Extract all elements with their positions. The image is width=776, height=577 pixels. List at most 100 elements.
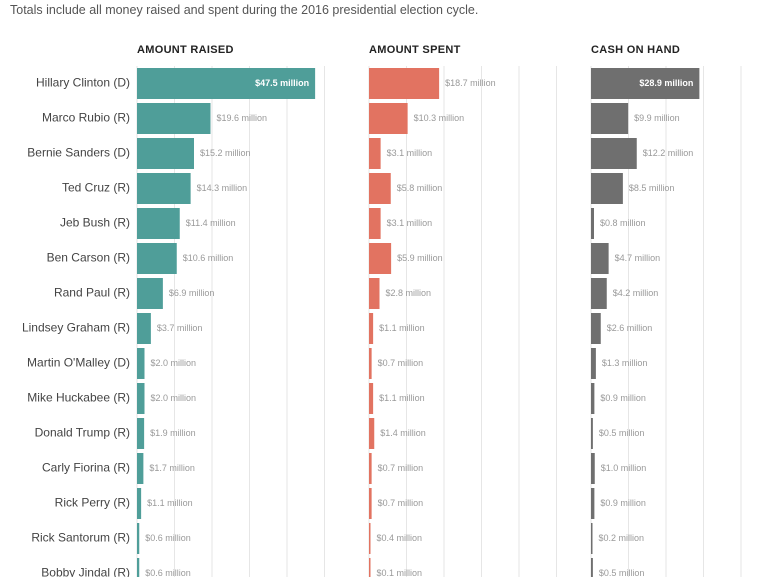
- value-label-amount-raised: $1.7 million: [149, 463, 195, 473]
- header-cash-on-hand: CASH ON HAND: [591, 44, 681, 56]
- value-label-amount-raised: $3.7 million: [157, 323, 203, 333]
- value-label-amount-spent: $18.7 million: [445, 78, 496, 88]
- candidate-label: Rand Paul (R): [54, 286, 130, 300]
- bar-amount-spent: [369, 523, 371, 554]
- bar-cash-on-hand: [591, 173, 623, 204]
- candidate-label: Jeb Bush (R): [60, 216, 130, 230]
- value-label-amount-spent: $10.3 million: [414, 113, 465, 123]
- bar-cash-on-hand: [591, 488, 595, 519]
- value-label-cash-on-hand: $0.5 million: [599, 568, 645, 577]
- value-label-cash-on-hand: $1.3 million: [602, 358, 648, 368]
- bar-amount-raised: [137, 348, 145, 379]
- value-label-amount-spent: $3.1 million: [387, 148, 433, 158]
- value-label-amount-raised: $2.0 million: [151, 393, 197, 403]
- value-label-amount-raised: $1.1 million: [147, 498, 193, 508]
- bar-amount-spent: [369, 313, 374, 344]
- bar-cash-on-hand: [591, 68, 700, 99]
- value-label-amount-spent: $1.1 million: [379, 323, 425, 333]
- value-label-amount-raised: $15.2 million: [200, 148, 251, 158]
- chart-subtitle: Totals include all money raised and spen…: [10, 3, 479, 17]
- value-label-amount-spent: $5.8 million: [397, 183, 443, 193]
- bar-amount-spent: [369, 243, 392, 274]
- bar-amount-spent: [369, 383, 374, 414]
- bar-amount-spent: [369, 278, 380, 309]
- value-label-amount-spent: $0.7 million: [378, 498, 424, 508]
- value-label-cash-on-hand: $0.9 million: [600, 498, 646, 508]
- bar-amount-raised: [137, 173, 191, 204]
- value-label-amount-raised: $1.9 million: [150, 428, 196, 438]
- bar-amount-spent: [369, 418, 375, 449]
- candidate-label: Rick Perry (R): [55, 496, 130, 510]
- value-label-amount-raised: $19.6 million: [217, 113, 268, 123]
- bar-amount-spent: [369, 488, 372, 519]
- bar-cash-on-hand: [591, 278, 607, 309]
- bar-cash-on-hand: [591, 383, 595, 414]
- value-label-amount-spent: $0.1 million: [377, 568, 423, 577]
- candidate-label: Donald Trump (R): [35, 426, 130, 440]
- candidate-label: Rick Santorum (R): [31, 531, 130, 545]
- candidate-label: Bernie Sanders (D): [27, 146, 130, 160]
- value-label-amount-spent: $1.4 million: [380, 428, 426, 438]
- value-label-amount-spent: $1.1 million: [379, 393, 425, 403]
- value-label-amount-raised: $6.9 million: [169, 288, 215, 298]
- bar-amount-spent: [369, 138, 381, 169]
- value-label-cash-on-hand: $4.2 million: [613, 288, 659, 298]
- bar-amount-raised: [137, 523, 140, 554]
- bar-cash-on-hand: [591, 523, 593, 554]
- value-label-amount-raised: $14.3 million: [197, 183, 248, 193]
- value-label-cash-on-hand: $0.5 million: [599, 428, 645, 438]
- bar-cash-on-hand: [591, 558, 593, 577]
- value-label-cash-on-hand: $8.5 million: [629, 183, 675, 193]
- value-label-amount-spent: $3.1 million: [387, 218, 433, 228]
- bar-amount-raised: [137, 68, 316, 99]
- bar-amount-spent: [369, 173, 391, 204]
- value-label-amount-raised: $0.6 million: [145, 533, 191, 543]
- value-label-amount-spent: $0.7 million: [378, 358, 424, 368]
- bar-amount-raised: [137, 313, 151, 344]
- bar-amount-spent: [369, 453, 372, 484]
- value-label-amount-spent: $2.8 million: [386, 288, 432, 298]
- bar-cash-on-hand: [591, 138, 637, 169]
- value-label-cash-on-hand: $2.6 million: [607, 323, 653, 333]
- bar-amount-spent: [369, 558, 371, 577]
- value-label-amount-raised: $47.5 million: [255, 78, 309, 88]
- value-label-amount-spent: $0.7 million: [378, 463, 424, 473]
- bar-amount-spent: [369, 68, 440, 99]
- candidate-label: Ted Cruz (R): [62, 181, 130, 195]
- bar-amount-raised: [137, 138, 194, 169]
- value-label-amount-spent: $0.4 million: [377, 533, 423, 543]
- value-label-amount-spent: $5.9 million: [397, 253, 443, 263]
- candidate-label: Martin O'Malley (D): [27, 356, 130, 370]
- value-label-amount-raised: $2.0 million: [151, 358, 197, 368]
- bar-amount-raised: [137, 103, 211, 134]
- bar-amount-raised: [137, 383, 145, 414]
- bar-amount-spent: [369, 103, 408, 134]
- bar-amount-raised: [137, 208, 180, 239]
- bar-amount-raised: [137, 558, 140, 577]
- candidate-label: Marco Rubio (R): [42, 111, 130, 125]
- candidate-label: Carly Fiorina (R): [42, 461, 130, 475]
- bar-cash-on-hand: [591, 348, 596, 379]
- candidate-label: Bobby Jindal (R): [41, 566, 130, 577]
- bar-amount-raised: [137, 243, 177, 274]
- candidate-label: Lindsey Graham (R): [22, 321, 130, 335]
- value-label-cash-on-hand: $9.9 million: [634, 113, 680, 123]
- value-label-cash-on-hand: $4.7 million: [615, 253, 661, 263]
- bar-amount-raised: [137, 488, 142, 519]
- bar-amount-raised: [137, 278, 163, 309]
- header-amount-spent: AMOUNT SPENT: [369, 44, 461, 56]
- value-label-cash-on-hand: $0.2 million: [599, 533, 645, 543]
- bar-amount-raised: [137, 418, 145, 449]
- candidate-label: Mike Huckabee (R): [27, 391, 130, 405]
- value-label-cash-on-hand: $1.0 million: [601, 463, 647, 473]
- bar-cash-on-hand: [591, 453, 595, 484]
- header-amount-raised: AMOUNT RAISED: [137, 44, 234, 56]
- candidate-label: Ben Carson (R): [47, 251, 130, 265]
- value-label-cash-on-hand: $0.8 million: [600, 218, 646, 228]
- candidate-label: Hillary Clinton (D): [36, 76, 130, 90]
- bar-amount-raised: [137, 453, 144, 484]
- bar-cash-on-hand: [591, 313, 601, 344]
- value-label-cash-on-hand: $28.9 million: [639, 78, 693, 88]
- bar-amount-spent: [369, 208, 381, 239]
